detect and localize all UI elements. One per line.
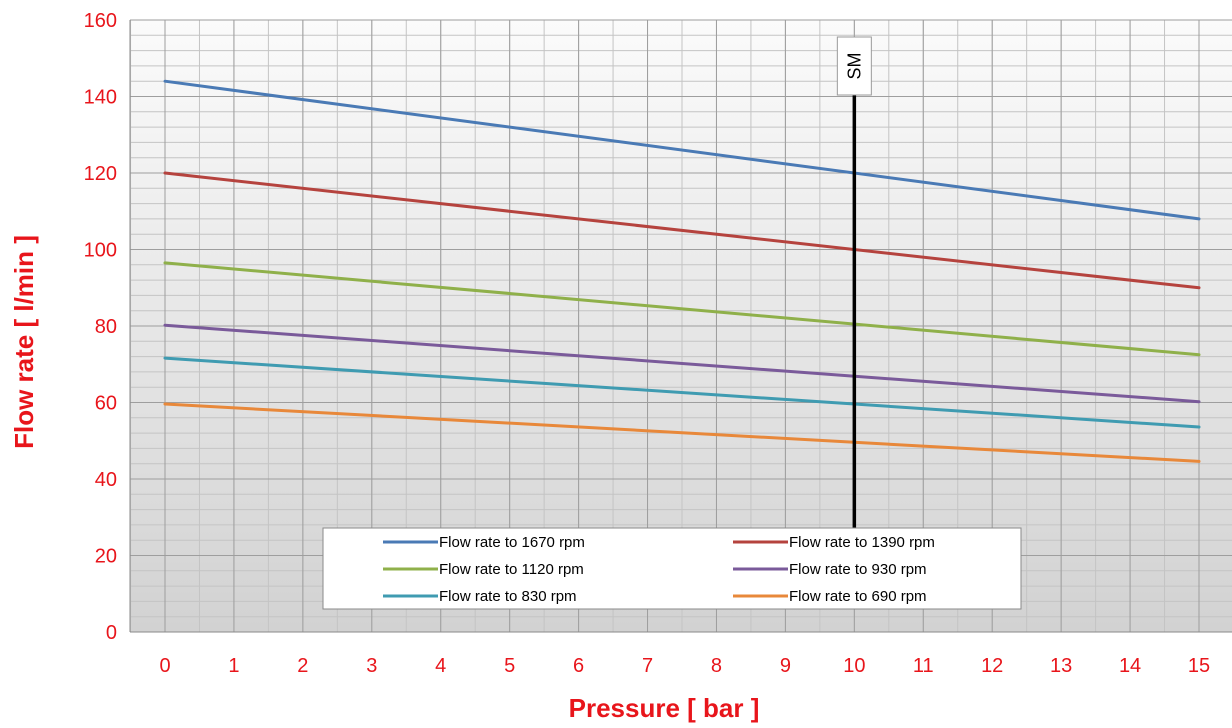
series-line (163, 171, 1201, 290)
x-tick-label: 4 (435, 655, 446, 677)
x-tick-label: 10 (843, 655, 865, 677)
x-tick-label: 3 (366, 655, 377, 677)
y-tick-label: 160 (84, 10, 117, 32)
x-tick-label: 12 (981, 655, 1003, 677)
x-tick-label: 7 (642, 655, 653, 677)
x-tick-label: 9 (780, 655, 791, 677)
legend-label: Flow rate to 1670 rpm (439, 534, 585, 551)
legend-label: Flow rate to 1120 rpm (439, 561, 584, 578)
x-tick-label: 6 (573, 655, 584, 677)
legend-box (322, 527, 1022, 610)
y-tick-label: 60 (95, 393, 117, 415)
x-tick-label: 2 (297, 655, 308, 677)
sm-marker: SM (836, 36, 872, 528)
x-tick-label: 0 (159, 655, 170, 677)
x-tick-label: 1 (228, 655, 239, 677)
y-tick-label: 40 (95, 469, 117, 491)
legend-label: Flow rate to 690 rpm (789, 588, 927, 605)
x-axis-title: Pressure [ bar ] (569, 693, 760, 723)
y-axis-title: Flow rate [ l/min ] (9, 235, 39, 449)
x-tick-label: 13 (1050, 655, 1072, 677)
legend-label: Flow rate to 930 rpm (789, 561, 927, 578)
legend-label: Flow rate to 1390 rpm (789, 534, 935, 551)
legend-label: Flow rate to 830 rpm (439, 588, 577, 605)
y-tick-labels: 0 20 40 60 80 100 120 140 160 (84, 10, 117, 644)
x-tick-labels: 0 1 2 3 4 5 6 7 8 9 10 11 12 13 14 15 (159, 655, 1210, 677)
x-tick-label: 11 (913, 655, 934, 677)
series-line (163, 79, 1201, 221)
x-tick-label: 15 (1188, 655, 1210, 677)
y-tick-label: 0 (106, 622, 117, 644)
y-tick-label: 20 (95, 546, 117, 568)
y-tick-label: 140 (84, 87, 117, 109)
legend: Flow rate to 1670 rpm Flow rate to 1390 r… (322, 527, 1022, 610)
series-line (163, 356, 1201, 429)
marker-label: SM (844, 53, 864, 80)
series-lines (163, 79, 1201, 463)
series-line (163, 261, 1201, 357)
x-tick-label: 14 (1119, 655, 1141, 677)
y-tick-label: 80 (95, 316, 117, 338)
marker-label-box (836, 36, 872, 96)
series-line (163, 402, 1201, 463)
y-tick-label: 100 (84, 240, 117, 262)
x-tick-label: 8 (711, 655, 722, 677)
x-tick-label: 5 (504, 655, 515, 677)
y-tick-label: 120 (84, 163, 117, 185)
series-line (163, 323, 1201, 404)
